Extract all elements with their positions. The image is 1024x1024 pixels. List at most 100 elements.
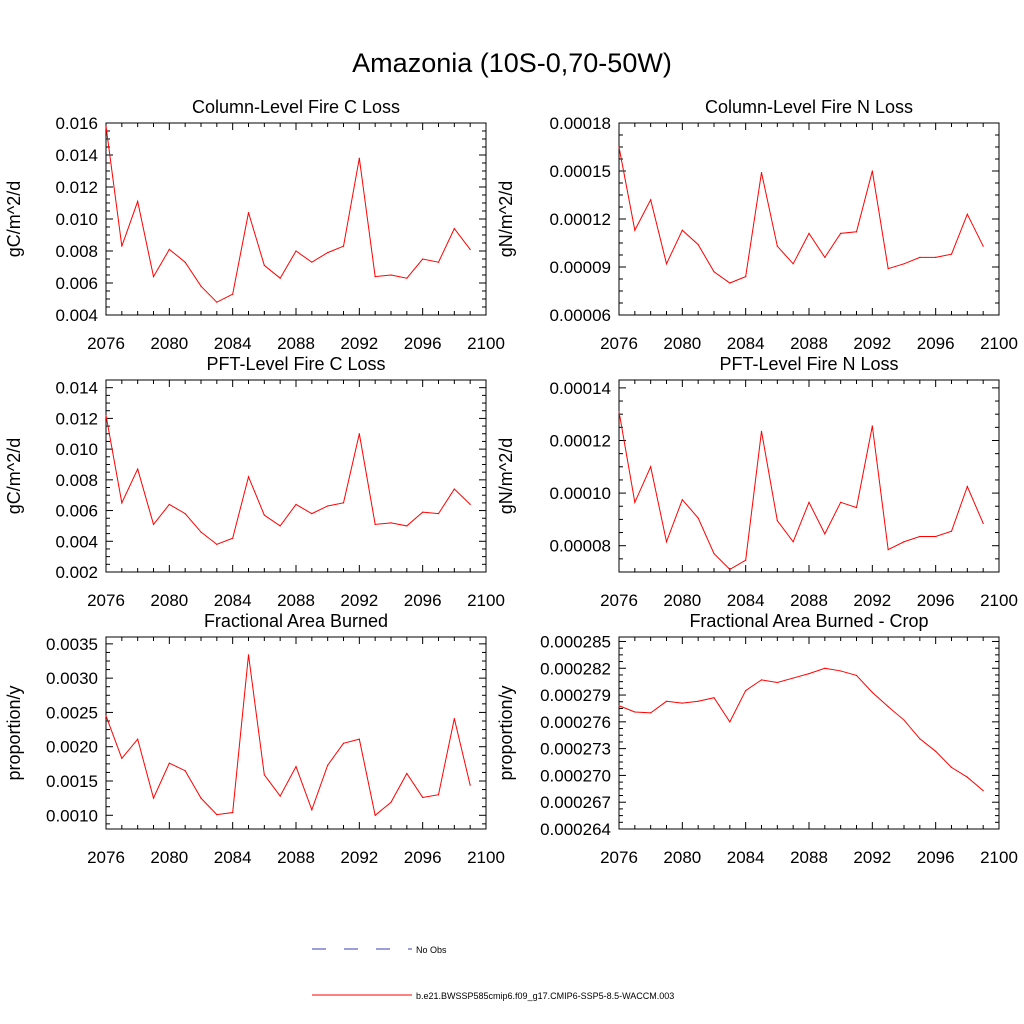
data-point (406, 772, 408, 775)
x-tick-label: 2100 (467, 848, 505, 867)
data-point (776, 245, 778, 247)
chart-title: PFT-Level Fire N Loss (719, 354, 898, 374)
data-point (618, 705, 620, 707)
chart-title: Fractional Area Burned (204, 611, 388, 631)
y-tick-label: 0.0025 (46, 703, 98, 722)
x-tick-label: 2100 (980, 591, 1018, 610)
data-point (760, 430, 763, 432)
y-tick-label: 0.000267 (540, 793, 611, 812)
data-point (374, 276, 376, 278)
x-tick-label: 2088 (277, 848, 315, 867)
data-point (263, 774, 265, 776)
x-tick-label: 2088 (790, 591, 828, 610)
chart-title: Fractional Area Burned - Crop (689, 611, 928, 631)
data-point (950, 253, 953, 255)
data-point (840, 232, 842, 234)
data-point (105, 125, 107, 127)
data-point (152, 797, 155, 799)
data-point (966, 776, 968, 778)
data-point (887, 268, 889, 270)
data-point (792, 541, 794, 543)
y-tick-label: 0.00015 (550, 162, 611, 181)
data-point (729, 282, 731, 284)
data-point (871, 425, 873, 427)
data-point (327, 252, 329, 254)
figure-title: Amazonia (10S-0,70-50W) (352, 48, 672, 78)
data-point (887, 706, 889, 708)
x-tick-label: 2096 (917, 334, 955, 353)
data-point (390, 522, 392, 524)
chart-title: Column-Level Fire C Loss (192, 97, 400, 117)
data-point (935, 535, 937, 538)
data-point (374, 523, 376, 525)
y-tick-label: 0.012 (55, 409, 98, 428)
data-point (745, 689, 747, 692)
data-point (966, 485, 968, 488)
y-axis-label: gC/m^2/d (4, 181, 24, 257)
y-tick-label: 0.00012 (550, 431, 611, 450)
data-point (634, 229, 636, 231)
data-point (200, 797, 202, 799)
data-point (650, 712, 652, 714)
data-point (745, 559, 747, 561)
data-point (950, 766, 953, 768)
y-tick-label: 0.010 (55, 440, 98, 459)
data-point (406, 525, 408, 527)
data-point (121, 245, 123, 247)
x-tick-label: 2084 (214, 334, 252, 353)
y-tick-label: 0.016 (55, 114, 98, 133)
x-tick-label: 2092 (340, 591, 378, 610)
data-point (358, 433, 360, 435)
y-axis-label: gC/m^2/d (4, 438, 24, 514)
data-point (247, 212, 250, 214)
x-tick-label: 2088 (277, 591, 315, 610)
data-point (453, 228, 455, 230)
x-tick-label: 2088 (790, 848, 828, 867)
series-line (618, 146, 984, 284)
data-point (295, 766, 297, 768)
data-point (966, 213, 968, 215)
data-point (840, 670, 842, 672)
data-point (808, 232, 810, 234)
data-point (634, 711, 636, 713)
x-tick-label: 2100 (467, 334, 505, 353)
y-tick-label: 0.014 (55, 146, 98, 165)
chart-panel-1: 2076 2080 2084 2088 2092 2096 2100 0.004 0.006 0.… (4, 97, 505, 353)
series-line (105, 415, 471, 545)
x-tick-label: 2096 (404, 591, 442, 610)
data-point (681, 229, 683, 231)
data-point (137, 200, 139, 202)
data-point (216, 301, 218, 303)
y-tick-label: 0.004 (55, 532, 98, 551)
y-tick-label: 0.0015 (46, 772, 98, 791)
data-point (903, 719, 905, 721)
data-point (121, 502, 123, 504)
data-point (919, 535, 921, 538)
y-tick-label: 0.0030 (46, 669, 98, 688)
data-point (840, 501, 842, 503)
legend-run-label: b.e21.BWSSP585cmip6.f09_g17.CMIP6-SSP5-8… (416, 991, 674, 1001)
y-tick-label: 0.004 (55, 306, 98, 325)
data-point (681, 499, 683, 501)
data-point (390, 801, 392, 803)
x-tick-label: 2080 (663, 848, 701, 867)
data-point (232, 293, 234, 295)
x-tick-label: 2096 (917, 848, 955, 867)
data-point (919, 738, 921, 740)
data-point (713, 552, 715, 555)
x-tick-label: 2084 (727, 848, 765, 867)
data-point (665, 700, 668, 702)
data-point (824, 667, 826, 669)
y-axis-label: proportion/y (4, 685, 24, 780)
data-point (634, 501, 636, 503)
data-point (422, 796, 424, 799)
data-point (437, 261, 440, 263)
y-tick-label: 0.000264 (540, 820, 611, 839)
data-point (137, 738, 139, 740)
data-point (105, 414, 107, 416)
series-line (105, 654, 471, 817)
x-tick-label: 2100 (980, 848, 1018, 867)
x-tick-label: 2076 (87, 334, 125, 353)
y-tick-label: 0.008 (55, 471, 98, 490)
data-point (422, 511, 424, 513)
